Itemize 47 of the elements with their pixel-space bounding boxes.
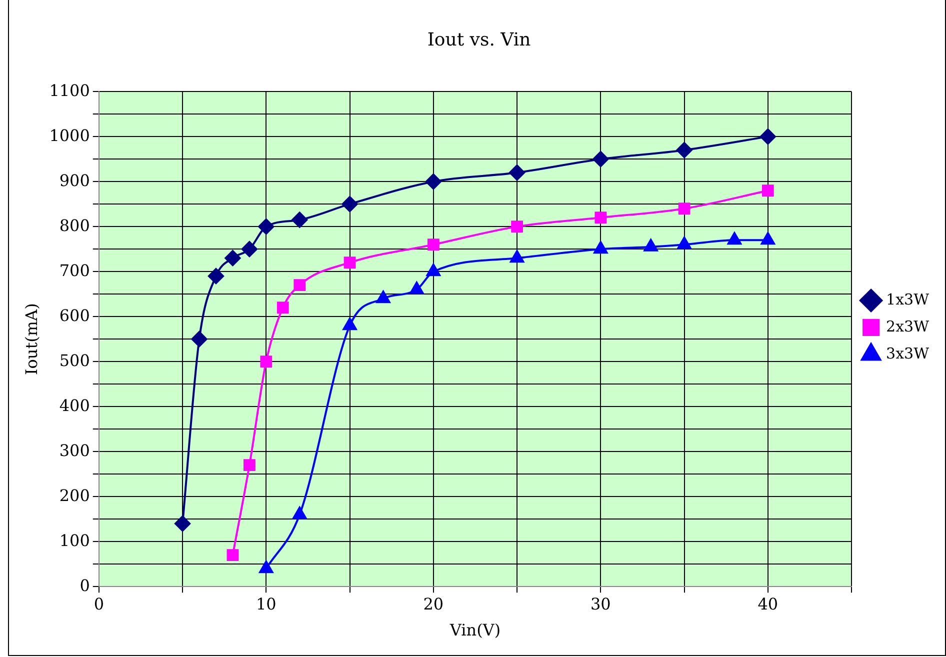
x-tick-label: 10: [256, 594, 276, 614]
point: [258, 218, 274, 235]
y-tick-label: 100: [59, 530, 90, 550]
point: [427, 238, 440, 251]
point: [344, 256, 356, 269]
y-tick-label: 1100: [49, 80, 90, 100]
legend-label: 3x3W: [886, 344, 930, 362]
point: [241, 241, 258, 258]
y-tick-label: 1000: [49, 126, 90, 145]
point: [243, 459, 256, 472]
point: [174, 516, 191, 532]
point: [276, 302, 289, 314]
point: [425, 174, 442, 190]
x-axis-title: Vin(V): [448, 620, 501, 640]
y-tick-label: 300: [59, 440, 90, 460]
point: [260, 356, 272, 368]
point: [592, 151, 609, 168]
x-tick-label: 30: [590, 594, 611, 614]
x-tick-label: 20: [423, 594, 444, 614]
point: [208, 268, 224, 284]
y-tick-label: 800: [59, 216, 90, 235]
point: [760, 128, 776, 145]
y-tick-label: 400: [59, 396, 90, 415]
y-tick-label: 0: [80, 576, 90, 595]
point: [509, 164, 526, 181]
point: [224, 250, 241, 266]
point: [226, 549, 239, 562]
legend-label: 1x3W: [886, 290, 930, 308]
point: [594, 212, 607, 224]
y-tick-label: 700: [59, 260, 90, 280]
chart-title: Iout vs. Vin: [427, 29, 532, 50]
point: [762, 184, 774, 197]
point: [676, 142, 692, 158]
point: [511, 220, 523, 233]
point: [292, 212, 308, 228]
point: [342, 196, 358, 212]
point: [191, 331, 208, 348]
point: [678, 202, 690, 215]
x-tick-label: 0: [94, 594, 104, 614]
legend-label: 2x3W: [886, 317, 930, 336]
x-tick-label: 40: [758, 594, 778, 614]
point: [294, 279, 306, 292]
y-tick-label: 200: [59, 486, 90, 505]
y-tick-label: 900: [59, 170, 90, 190]
y-axis-title: Iout(mA): [22, 303, 41, 376]
y-tick-label: 500: [59, 350, 90, 370]
y-tick-label: 600: [59, 306, 90, 325]
